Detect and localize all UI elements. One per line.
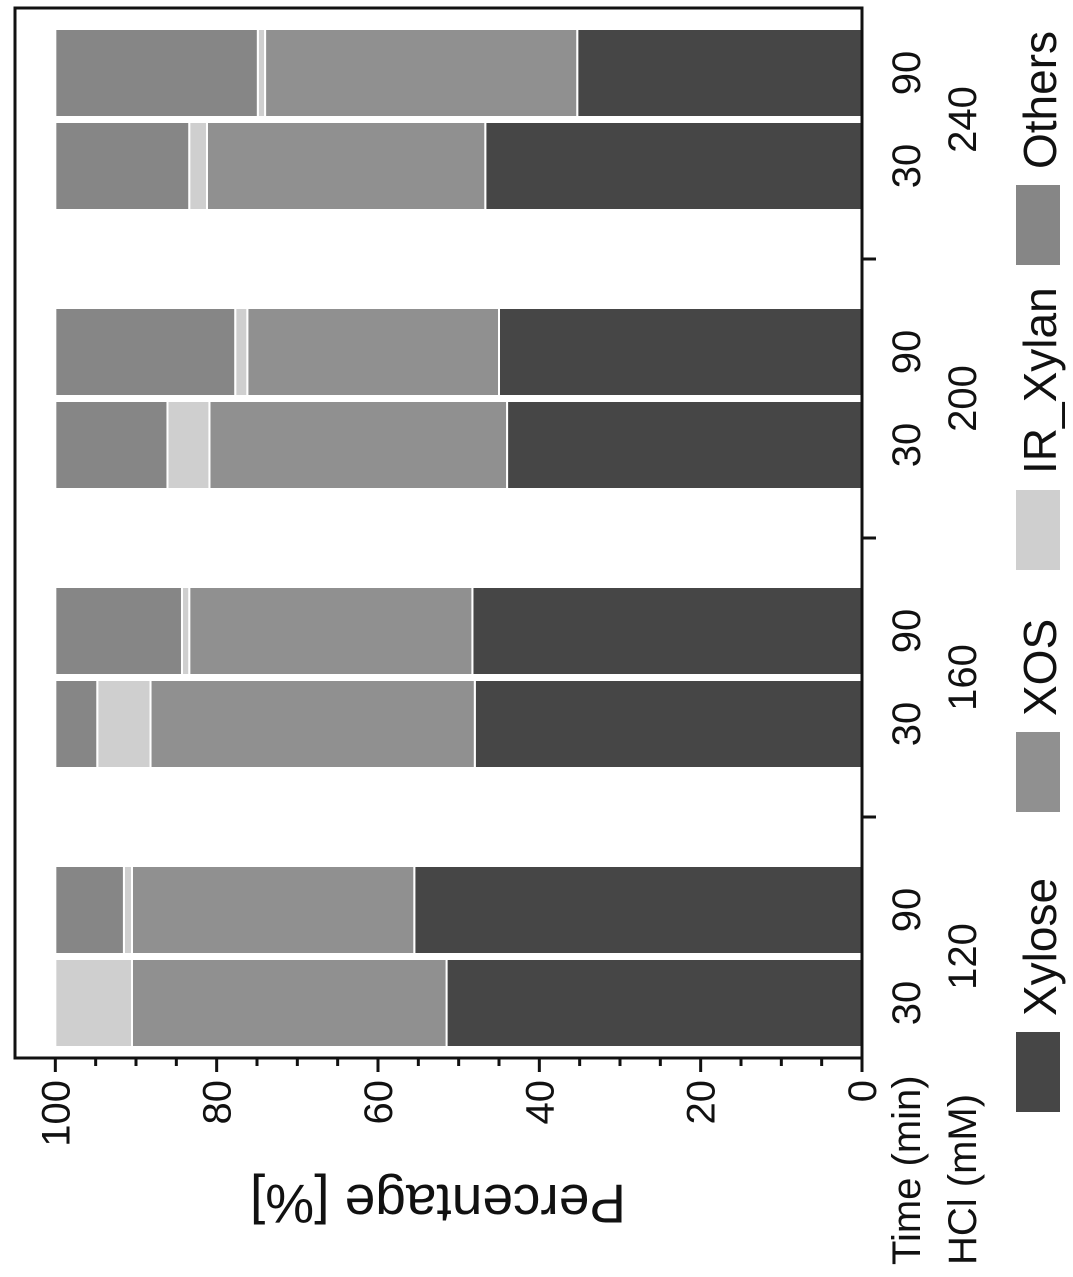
bar-segment-others (54, 28, 259, 118)
bar-segment-xos (205, 121, 487, 211)
x-group-label-hcl: 120 (941, 923, 985, 990)
bar-segment-others (54, 679, 99, 769)
bar-segment-ir-xylan (188, 121, 208, 211)
x-group-label-hcl: 160 (941, 644, 985, 711)
legend-label: IR_Xylan (1014, 287, 1066, 474)
legend-label: XOS (1014, 619, 1066, 716)
bar-stack (54, 586, 863, 676)
y-tick-label: 100 (34, 1080, 78, 1147)
x-axis-title-time: Time (min) (885, 1075, 929, 1265)
legend-item-xylose: Xylose (1014, 878, 1066, 1112)
legend-swatch (1016, 1032, 1060, 1112)
x-tick-label-time: 30 (885, 423, 929, 468)
y-tick-label: 0 (841, 1080, 885, 1102)
bar-stack (54, 865, 863, 955)
bar-segment-ir-xylan (180, 586, 191, 676)
bar-segment-ir-xylan (54, 958, 133, 1048)
x-axis-title-hcl: HCl (mM) (941, 1094, 985, 1265)
bar-segment-xylose (445, 958, 863, 1048)
legend-swatch (1016, 185, 1060, 265)
bar-segment-xos (130, 958, 448, 1048)
bar-segment-xos (246, 307, 500, 397)
bar-segment-ir-xylan (166, 400, 211, 490)
y-tick-label: 60 (357, 1080, 401, 1125)
bar-segment-ir-xylan (122, 865, 133, 955)
x-tick-label-time: 30 (885, 144, 929, 189)
legend-item-xos: XOS (1014, 619, 1066, 812)
bar-stack (54, 400, 863, 490)
bar-stack (54, 307, 863, 397)
bar-segment-others (54, 121, 191, 211)
chart-body: 0 20 40 60 80 100 30 90 30 90 30 90 30 90 120 160 200 24… (13, 6, 1066, 1265)
x-axis: 30 90 30 90 30 90 30 90 120 160 200 240 (862, 51, 985, 1026)
legend-label: Xylose (1014, 878, 1066, 1016)
bar-segment-xos (130, 865, 416, 955)
bar-segment-xos (208, 400, 509, 490)
bar-segment-xylose (506, 400, 863, 490)
y-tick-label: 20 (680, 1080, 724, 1125)
bar-stack (54, 121, 863, 211)
x-tick-label-time: 30 (885, 981, 929, 1026)
x-tick-label-time: 90 (885, 888, 929, 933)
legend: Xylose XOS IR_Xylan Others (1014, 31, 1066, 1112)
legend-swatch (1016, 490, 1060, 570)
x-tick-label-time: 90 (885, 51, 929, 96)
legend-item-ir-xylan: IR_Xylan (1014, 287, 1066, 570)
y-axis-title: Percentage [%] (250, 1173, 626, 1235)
x-group-label-hcl: 200 (941, 365, 985, 432)
bar-segment-ir-xylan (234, 307, 249, 397)
bar-segment-xos (149, 679, 476, 769)
bar-segment-ir-xylan (256, 28, 267, 118)
plot-frame (13, 6, 864, 1060)
bar-segment-xylose (473, 679, 863, 769)
bar-segment-xylose (471, 586, 863, 676)
bar-stack (54, 958, 863, 1048)
bar-segment-ir-xylan (96, 679, 152, 769)
y-tick-label: 80 (196, 1080, 240, 1125)
bar-segment-others (54, 307, 237, 397)
bar-segment-xylose (498, 307, 863, 397)
bar-segment-others (54, 865, 125, 955)
x-group-label-hcl: 240 (941, 86, 985, 153)
bar-segment-others (54, 400, 169, 490)
x-tick-label-time: 30 (885, 702, 929, 747)
x-tick-label-time: 90 (885, 330, 929, 375)
legend-swatch (1016, 732, 1060, 812)
bar-segment-xylose (413, 865, 863, 955)
bar-segment-xos (188, 586, 474, 676)
bars-layer (54, 28, 863, 1048)
bar-segment-xylose (576, 28, 863, 118)
y-axis: 0 20 40 60 80 100 (34, 1058, 885, 1147)
legend-label: Others (1014, 31, 1066, 169)
bar-stack (54, 28, 863, 118)
bar-segment-others (54, 586, 183, 676)
y-tick-label: 40 (518, 1080, 562, 1125)
bar-stack (54, 679, 863, 769)
x-tick-label-time: 90 (885, 609, 929, 654)
legend-item-others: Others (1014, 31, 1066, 265)
bar-segment-xylose (484, 121, 863, 211)
bar-segment-xos (264, 28, 579, 118)
